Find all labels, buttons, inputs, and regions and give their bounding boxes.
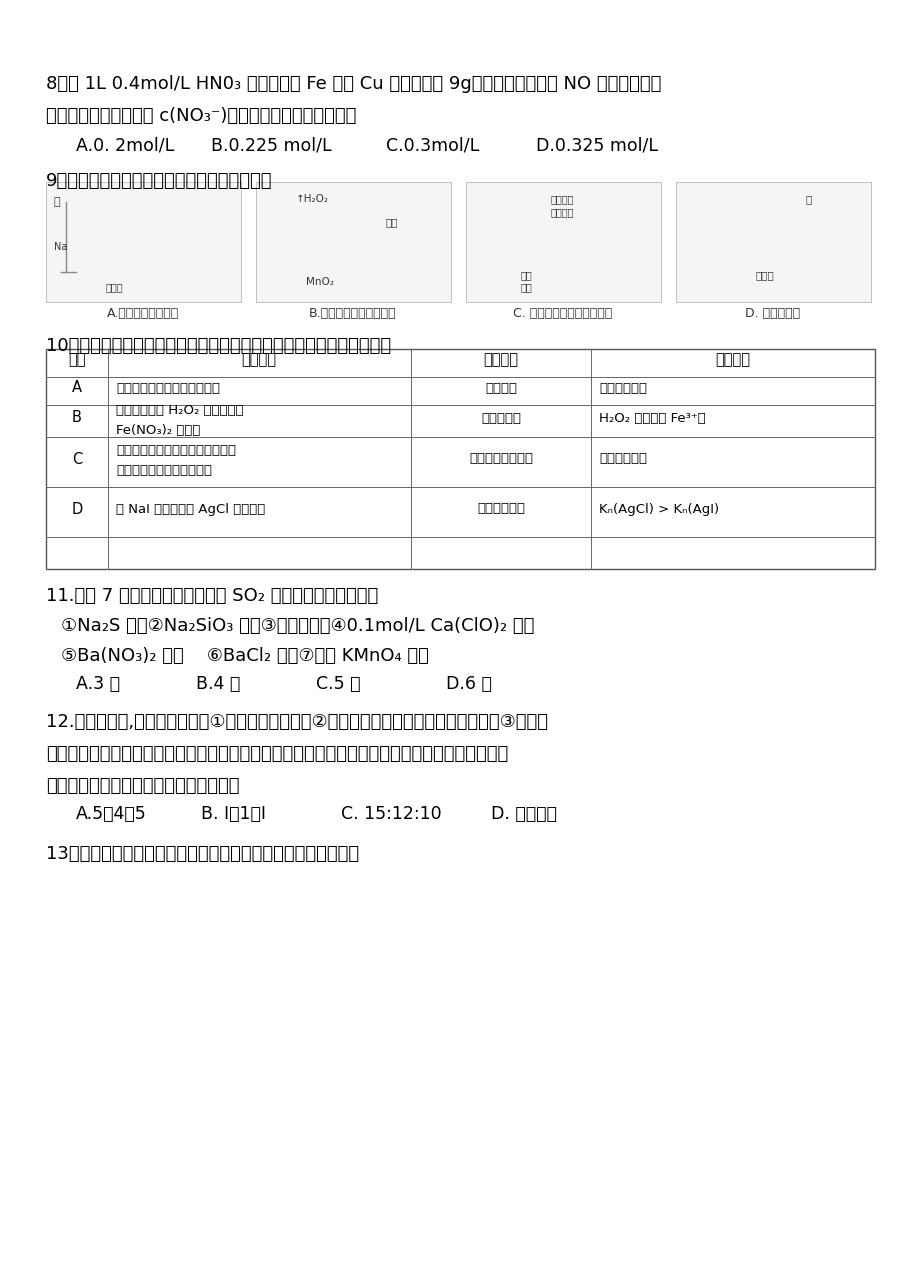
Text: Na: Na: [54, 242, 67, 252]
Text: 水: 水: [54, 197, 61, 206]
Text: 8．向 1L 0.4mol/L HN0₃ 溶液中加入 Fe 粉和 Cu 粉的混合物 9g，充分反应，放出 NO 气体且金属有: 8．向 1L 0.4mol/L HN0₃ 溶液中加入 Fe 粉和 Cu 粉的混合…: [46, 75, 661, 93]
Text: ①Na₂S 溶液②Na₂SiO₃ 溶液③澄清石灰水④0.1mol/L Ca(ClO)₂ 溶液: ①Na₂S 溶液②Na₂SiO₃ 溶液③澄清石灰水④0.1mol/L Ca(Cl…: [61, 617, 534, 634]
Text: B.4 种: B.4 种: [196, 675, 240, 693]
Text: 纸条褪色: 纸条褪色: [484, 381, 516, 395]
Text: 剩余。则反应后溶液中 c(NO₃⁻)为（忽略溶液体积的变化）: 剩余。则反应后溶液中 c(NO₃⁻)为（忽略溶液体积的变化）: [46, 107, 356, 125]
Text: 产生气体: 产生气体: [550, 194, 573, 204]
Text: 浓硫酸: 浓硫酸: [755, 270, 774, 280]
Text: 秒表: 秒表: [386, 217, 398, 227]
Text: A.5：4：5: A.5：4：5: [76, 805, 147, 823]
Text: 将红色纸条放入到新制氯水中: 将红色纸条放入到新制氯水中: [116, 381, 220, 395]
Bar: [255, 182, 450, 302]
Text: 无损失，所得溶液的物质的量浓度之比为: 无损失，所得溶液的物质的量浓度之比为: [46, 777, 239, 795]
Text: 用坩埚钳夹住一小块用砂纸仔细打: 用坩埚钳夹住一小块用砂纸仔细打: [116, 445, 236, 457]
Text: 水: 水: [805, 194, 811, 204]
Text: 11.下列 7 种溶液中，通入足量的 SO₂ 气体，溶液变浑浊的有: 11.下列 7 种溶液中，通入足量的 SO₂ 气体，溶液变浑浊的有: [46, 587, 378, 605]
Text: MnO₂: MnO₂: [306, 276, 334, 287]
Text: 12.标准状况下,三个烧瓶分别盛①混有空气的氢气、②等体积的二氧化氮与氧气的混合气、③二氧化: 12.标准状况下,三个烧瓶分别盛①混有空气的氢气、②等体积的二氧化氮与氧气的混合…: [46, 713, 548, 731]
Text: B.定量测定化学反应速率: B.定量测定化学反应速率: [309, 307, 396, 320]
Text: C. 15:12:10: C. 15:12:10: [341, 805, 441, 823]
Text: 盐酸: 盐酸: [520, 282, 532, 292]
Text: 选项: 选项: [68, 353, 85, 367]
Text: 9．下列装置或操作正确且能达到实验目的的是: 9．下列装置或操作正确且能达到实验目的的是: [46, 172, 272, 190]
Text: 铝熔化且滴落下来: 铝熔化且滴落下来: [469, 452, 532, 465]
Text: 10．下列实验中，对应的现象以及结论都正确且两者具有因果关系的是: 10．下列实验中，对应的现象以及结论都正确且两者具有因果关系的是: [46, 338, 391, 355]
Text: 氯气有漂白性: 氯气有漂白性: [598, 381, 646, 395]
Bar: [46, 349, 874, 569]
Text: 溶液变黄色: 溶液变黄色: [481, 412, 520, 424]
Text: B.0.225 mol/L: B.0.225 mol/L: [210, 138, 331, 155]
Text: Fe(NO₃)₂ 溶液中: Fe(NO₃)₂ 溶液中: [116, 423, 200, 437]
Text: D.0.325 mol/L: D.0.325 mol/L: [536, 138, 657, 155]
Text: 13．工业上制备高纯硅有多种方法，其中的一种工艺流程如下：: 13．工业上制备高纯硅有多种方法，其中的一种工艺流程如下：: [46, 845, 358, 862]
Text: C: C: [72, 451, 82, 466]
Bar: [46, 182, 241, 302]
Text: 铝的熔点较低: 铝的熔点较低: [598, 452, 646, 465]
Text: D. 液硫酸稀释: D. 液硫酸稀释: [744, 307, 800, 320]
Text: A.0. 2mol/L: A.0. 2mol/L: [76, 138, 174, 155]
Text: 磨过的铝箔在酒精灯上加热: 磨过的铝箔在酒精灯上加热: [116, 465, 211, 478]
Text: ↑H₂O₂: ↑H₂O₂: [296, 194, 329, 204]
Text: B: B: [72, 410, 82, 426]
Text: Kₙ(AgCl) > Kₙ(AgI): Kₙ(AgCl) > Kₙ(AgI): [598, 502, 719, 516]
Bar: [675, 182, 870, 302]
Text: H₂O₂ 氧化性比 Fe³⁺强: H₂O₂ 氧化性比 Fe³⁺强: [598, 412, 705, 424]
Text: 实　　验: 实 验: [241, 353, 277, 367]
Text: B. I：1：I: B. I：1：I: [200, 805, 266, 823]
Text: C.5 种: C.5 种: [315, 675, 360, 693]
Text: 产生黄色沉淀: 产生黄色沉淀: [476, 502, 525, 516]
Text: ⑤Ba(NO₃)₂ 溶液    ⑥BaCl₂ 溶液⑦酸性 KMnO₄ 溶液: ⑤Ba(NO₃)₂ 溶液 ⑥BaCl₂ 溶液⑦酸性 KMnO₄ 溶液: [61, 647, 428, 665]
Bar: [466, 182, 660, 302]
Text: 结　　论: 结 论: [715, 353, 750, 367]
Text: 将 NaI 溶液加入到 AgCl 悬浊液中: 将 NaI 溶液加入到 AgCl 悬浊液中: [116, 502, 265, 516]
Text: 锌粒: 锌粒: [520, 270, 532, 280]
Text: 将硫酸酸化的 H₂O₂ 溶液滴入到: 将硫酸酸化的 H₂O₂ 溶液滴入到: [116, 404, 244, 417]
Text: D. 无法计算: D. 无法计算: [491, 805, 556, 823]
Text: 现　　象: 现 象: [483, 353, 518, 367]
Text: C. 制备并检测氢气的可燃性: C. 制备并检测氢气的可燃性: [513, 307, 612, 320]
Text: 立即点燃: 立即点燃: [550, 206, 573, 217]
Text: D.6 种: D.6 种: [446, 675, 492, 693]
Text: A.验证反应的热效应: A.验证反应的热效应: [107, 307, 179, 320]
Text: D: D: [72, 502, 83, 516]
Text: 红墨水: 红墨水: [106, 282, 123, 292]
Text: A.3 种: A.3 种: [76, 675, 119, 693]
Text: 氮，将它们分别倒置于盛足量水的水槽中，当水进入烧瓶中，并使气体充分溶解，假定烧瓶中溶液: 氮，将它们分别倒置于盛足量水的水槽中，当水进入烧瓶中，并使气体充分溶解，假定烧瓶…: [46, 745, 507, 763]
Text: A: A: [72, 381, 82, 395]
Text: C.0.3mol/L: C.0.3mol/L: [386, 138, 479, 155]
